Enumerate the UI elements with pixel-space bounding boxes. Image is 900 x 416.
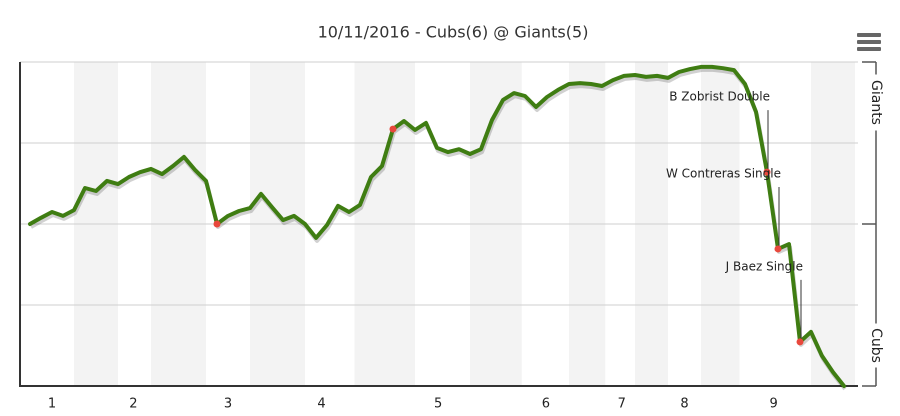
highlight-point	[389, 125, 397, 133]
highlight-point	[796, 338, 804, 346]
menu-bar[interactable]	[857, 47, 881, 51]
x-tick-label: 6	[542, 397, 550, 412]
lower-side-label: Cubs	[868, 328, 884, 363]
x-tick-label: 4	[317, 397, 325, 412]
x-tick-label: 8	[680, 397, 688, 412]
menu-bar[interactable]	[857, 40, 881, 44]
win-probability-line	[28, 64, 846, 388]
upper-side-label: Giants	[868, 80, 884, 125]
chart-title: 10/11/2016 - Cubs(6) @ Giants(5)	[318, 23, 589, 42]
annotation-label: W Contreras Single	[666, 166, 781, 180]
highlight-point	[763, 168, 771, 176]
x-tick-label: 5	[434, 397, 442, 412]
x-tick-label: 2	[129, 397, 137, 412]
line-shadow	[30, 67, 847, 391]
x-tick-label: 7	[618, 397, 626, 412]
annotation-label: J Baez Single	[725, 259, 803, 273]
highlight-point	[213, 220, 221, 228]
x-tick-label: 3	[224, 397, 232, 412]
plot	[28, 64, 847, 391]
x-tick-label: 1	[48, 397, 56, 412]
grid: Giants Cubs 1 2 3 4 5 6 7 8 9	[19, 61, 884, 412]
x-tick-label: 9	[769, 397, 777, 412]
annotation-label: B Zobrist Double	[669, 90, 770, 104]
menu-bar[interactable]	[857, 33, 881, 37]
annotations: B Zobrist Double W Contreras Single J Baez…	[213, 90, 804, 346]
highlight-point	[774, 245, 782, 253]
menu-button[interactable]	[857, 33, 881, 51]
